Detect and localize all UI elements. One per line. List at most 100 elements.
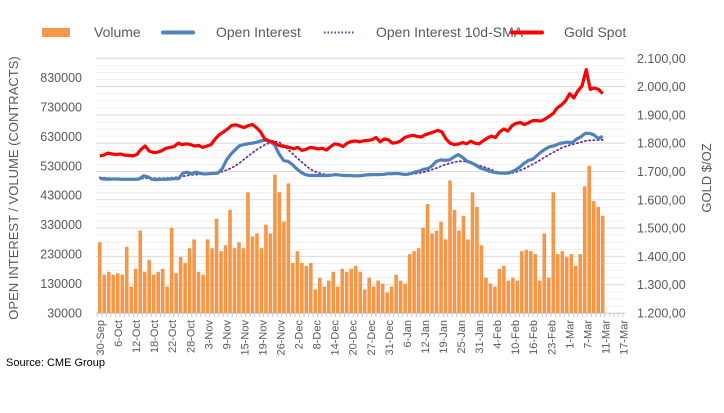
volume-bar — [326, 280, 331, 313]
volume-bar — [376, 280, 380, 313]
volume-bar — [142, 271, 147, 313]
volume-bar — [259, 248, 264, 313]
volume-bar — [102, 274, 107, 313]
volume-bar — [322, 286, 327, 313]
legend-label-gold-spot: Gold Spot — [564, 24, 626, 40]
left-tick-label: 230000 — [40, 248, 82, 262]
volume-bars — [98, 165, 605, 313]
volume-bar — [246, 192, 250, 313]
volume-bar — [237, 242, 241, 313]
volume-bar — [353, 265, 358, 313]
volume-bar — [349, 268, 354, 313]
left-tick-label: 430000 — [40, 189, 82, 203]
volume-bar — [344, 271, 349, 313]
volume-bar — [564, 257, 569, 313]
left-axis-ticks: 830000 730000 630000 530000 430000 330000 2300… — [40, 71, 82, 321]
right-tick-label: 1.800,00 — [637, 137, 686, 151]
volume-bar — [600, 215, 605, 313]
volume-bar — [443, 239, 448, 313]
right-tick-label: 1.200,00 — [637, 307, 686, 321]
x-tick-label: 19-Nov — [258, 320, 270, 356]
x-tick-label: 2-Dec — [294, 320, 306, 350]
volume-bar — [129, 286, 134, 313]
volume-bar — [169, 227, 174, 313]
volume-bar — [183, 262, 187, 313]
gold-spot-line — [99, 67, 604, 158]
legend-swatch-volume — [42, 28, 70, 37]
volume-bar — [582, 186, 587, 313]
volume-bar — [277, 192, 282, 313]
volume-bar — [466, 239, 470, 313]
volume-bar — [591, 201, 596, 313]
right-tick-label: 1.700,00 — [637, 165, 686, 179]
x-tick-label: 31-Dec — [384, 320, 396, 356]
volume-bar — [147, 259, 151, 313]
volume-bar — [340, 268, 345, 313]
x-tick-label: 12-Oct — [131, 320, 143, 353]
volume-bar — [228, 209, 232, 313]
volume-bar — [124, 246, 129, 313]
x-tick-label: 28-Oct — [185, 320, 197, 353]
volume-bar — [434, 230, 439, 313]
right-tick-label: 1.500,00 — [637, 222, 686, 236]
source-note: Source: CME Group — [6, 357, 106, 369]
volume-bar — [524, 249, 529, 313]
x-tick-label: 31-Jan — [474, 320, 486, 354]
right-tick-label: 2.100,00 — [637, 52, 686, 66]
volume-bar — [394, 274, 398, 313]
volume-bar — [573, 265, 578, 313]
volume-bar — [174, 273, 178, 313]
volume-bar — [282, 221, 286, 313]
x-tick-label: 4-Feb — [492, 320, 504, 349]
volume-bar — [596, 206, 600, 313]
volume-bar — [111, 274, 116, 313]
right-tick-label: 1.600,00 — [637, 193, 686, 207]
x-tick-label: 12-Jan — [420, 320, 432, 354]
x-tick-label: 23-Feb — [546, 320, 558, 355]
x-tick-label: 1-Mar — [564, 320, 576, 349]
volume-bar — [439, 221, 443, 313]
volume-bar — [151, 274, 156, 313]
volume-bar — [421, 227, 425, 313]
volume-bar — [497, 268, 502, 313]
volume-bar — [313, 289, 318, 313]
volume-bar — [403, 283, 407, 313]
x-tick-label: 22-Oct — [167, 320, 179, 353]
volume-bar — [210, 248, 214, 313]
x-tick-label: 20-Dec — [348, 320, 360, 356]
volume-bar — [300, 262, 304, 313]
volume-bar — [511, 277, 515, 313]
x-tick-label: 11-Mar — [600, 320, 612, 354]
right-tick-label: 2.000,00 — [637, 80, 686, 94]
open-interest-line — [99, 131, 604, 182]
volume-bar — [241, 248, 246, 313]
volume-bar — [120, 274, 125, 313]
volume-bar — [156, 271, 160, 313]
left-tick-label: 730000 — [40, 100, 82, 114]
x-tick-label: 8-Dec — [312, 320, 324, 350]
volume-bar — [398, 280, 403, 313]
right-tick-label: 1.300,00 — [637, 278, 686, 292]
x-axis: 30-Sep 6-Oct 12-Oct 18-Oct 22-Oct 28-Oct 3-Nov… — [95, 313, 631, 355]
volume-bar — [232, 248, 237, 313]
left-tick-label: 830000 — [40, 71, 82, 85]
volume-bar — [98, 242, 102, 313]
x-tick-label: 6-Jan — [402, 320, 414, 348]
left-tick-label: 330000 — [40, 218, 82, 232]
x-tick-label: 25-Jan — [456, 320, 468, 354]
x-tick-label: 18-Oct — [149, 320, 161, 353]
volume-bar — [457, 230, 461, 313]
volume-bar — [470, 192, 475, 313]
volume-bar — [538, 280, 542, 313]
volume-bar — [479, 245, 484, 313]
volume-bar — [201, 274, 205, 313]
right-tick-label: 1.400,00 — [637, 250, 686, 264]
left-tick-label: 630000 — [40, 130, 82, 144]
volume-bar — [335, 286, 340, 313]
volume-bar — [318, 277, 322, 313]
x-tick-label: 17-Mar — [619, 320, 631, 355]
volume-bar — [115, 273, 120, 313]
volume-bar — [291, 262, 295, 313]
volume-bar — [358, 271, 363, 313]
x-tick-label: 26-Nov — [276, 320, 288, 356]
